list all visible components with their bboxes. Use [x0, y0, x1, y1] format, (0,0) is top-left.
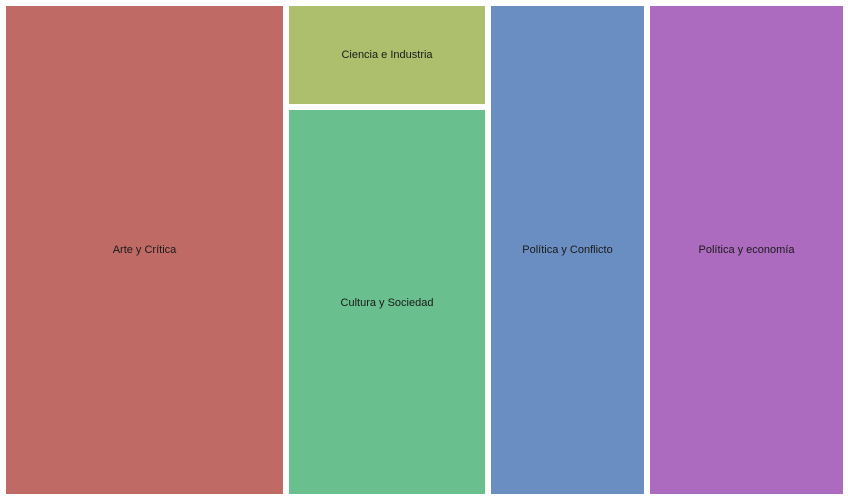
tile-label: Cultura y Sociedad: [341, 297, 434, 309]
tile-rect: [289, 6, 485, 104]
tile-label: Política y economía: [699, 244, 796, 256]
tile-politica-y-economia[interactable]: Política y economía: [650, 6, 843, 494]
tile-ciencia-e-industria[interactable]: Ciencia e Industria: [289, 6, 485, 104]
tile-politica-y-conflicto[interactable]: Política y Conflicto: [491, 6, 644, 494]
tile-label: Ciencia e Industria: [341, 49, 433, 61]
tile-rect: [491, 6, 644, 494]
tile-label: Arte y Crítica: [113, 244, 177, 256]
tile-arte-y-critica[interactable]: Arte y Crítica: [6, 6, 283, 494]
tile-cultura-y-sociedad[interactable]: Cultura y Sociedad: [289, 110, 485, 494]
tile-rect: [650, 6, 843, 494]
tile-label: Política y Conflicto: [522, 244, 612, 256]
tile-rect: [289, 110, 485, 494]
tile-rect: [6, 6, 283, 494]
